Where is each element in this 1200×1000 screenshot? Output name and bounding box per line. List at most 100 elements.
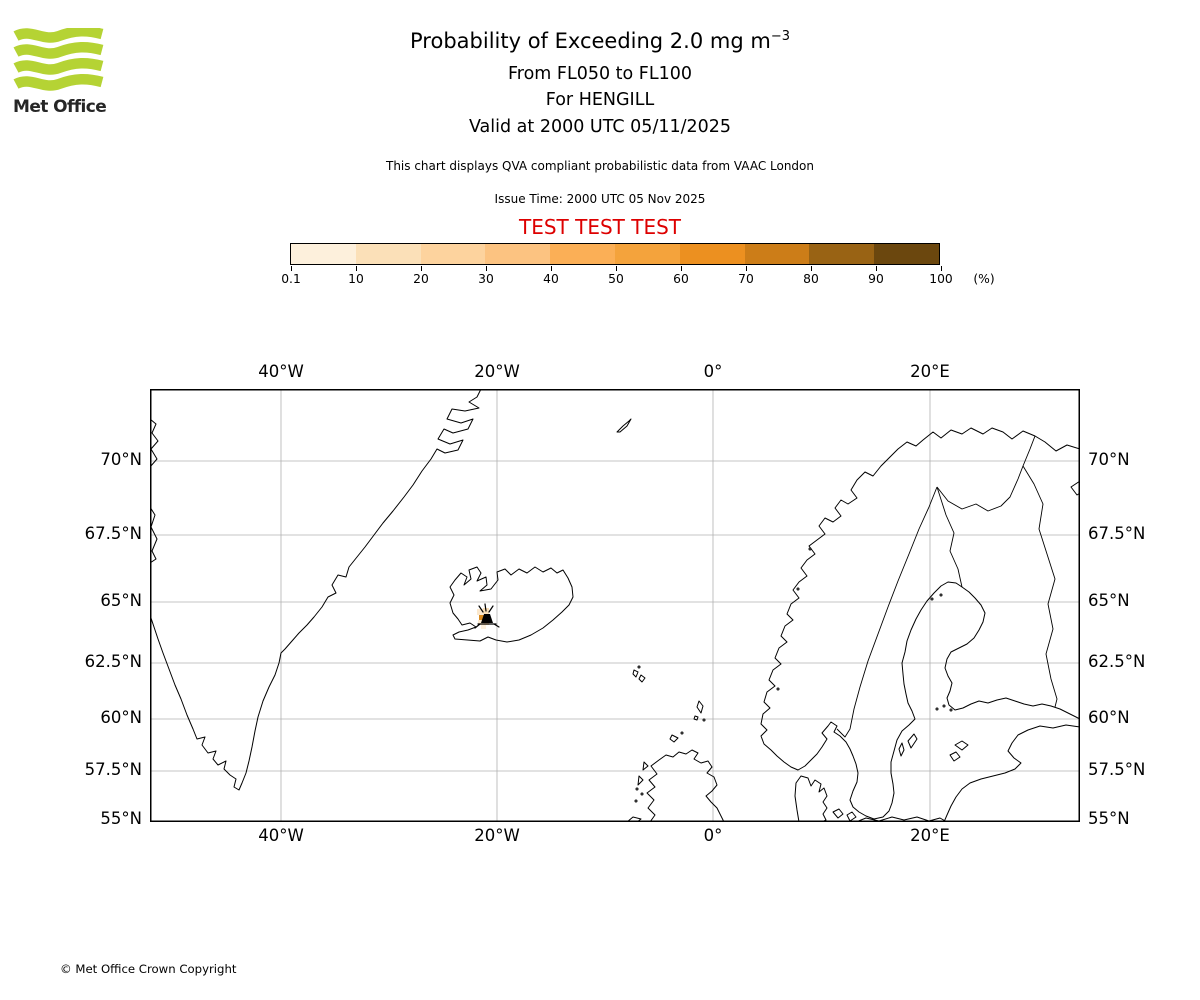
lon-label-bottom: 20°W bbox=[474, 826, 520, 845]
colorbar-tick-label: 40 bbox=[543, 272, 559, 286]
colorbar-tick-label: 10 bbox=[348, 272, 364, 286]
subtitle-volcano: For HENGILL bbox=[545, 90, 655, 110]
denmark-coastline bbox=[794, 775, 828, 822]
colorbar-tick-label: 60 bbox=[673, 272, 689, 286]
norway-islet bbox=[776, 687, 780, 691]
greenland-west-fragment bbox=[150, 418, 159, 468]
colorbar-tick bbox=[811, 266, 812, 271]
lat-label-right: 65°N bbox=[1088, 591, 1130, 610]
danish-islands bbox=[832, 808, 857, 822]
colorbar-tick-label: 90 bbox=[868, 272, 884, 286]
scandinavia-coastline bbox=[760, 427, 1080, 820]
shetland-islands bbox=[693, 700, 704, 721]
colorbar-segment bbox=[420, 244, 486, 264]
probability-cell bbox=[478, 620, 484, 625]
russia-border bbox=[1022, 435, 1058, 708]
lon-label-bottom: 40°W bbox=[258, 826, 304, 845]
colorbar-tick-label: 80 bbox=[803, 272, 819, 286]
baltic-south-coastline bbox=[855, 816, 948, 822]
colorbar-gradient bbox=[290, 243, 940, 265]
probability-colorbar: 0.1 10 20 30 40 50 60 70 80 90 100 (%) bbox=[281, 243, 1010, 288]
aland-islet bbox=[949, 708, 953, 712]
sweden-finland-border bbox=[936, 486, 963, 588]
faroe-islands bbox=[632, 669, 646, 683]
lon-label-top: 40°W bbox=[258, 362, 304, 381]
colorbar-tick bbox=[486, 266, 487, 271]
qva-compliance-note: This chart displays QVA compliant probab… bbox=[386, 159, 814, 173]
bothnia-islet bbox=[939, 593, 943, 597]
colorbar-tick bbox=[421, 266, 422, 271]
coastlines bbox=[150, 389, 1080, 822]
colorbar-tick-label: 30 bbox=[478, 272, 494, 286]
baltic-east-coastline bbox=[943, 724, 1080, 822]
estonian-islands bbox=[949, 740, 969, 762]
lat-label-right: 57.5°N bbox=[1088, 760, 1146, 779]
graticule-gridlines bbox=[150, 389, 1080, 822]
colorbar-segment bbox=[874, 244, 939, 264]
colorbar-segment bbox=[614, 244, 680, 264]
colorbar-tick-label: 100 bbox=[929, 272, 953, 286]
greenland-coastline bbox=[150, 389, 482, 791]
colorbar-unit-label: (%) bbox=[973, 272, 995, 286]
title-main: Probability of Exceeding 2.0 mg m bbox=[410, 29, 771, 53]
title-superscript: −3 bbox=[770, 29, 790, 44]
colorbar-segment bbox=[550, 244, 615, 264]
lat-label-left: 62.5°N bbox=[84, 652, 142, 671]
norway-islet bbox=[808, 547, 812, 551]
colorbar-tick-label: 20 bbox=[413, 272, 429, 286]
hebrides-islet bbox=[634, 799, 638, 803]
colorbar-segment bbox=[485, 244, 551, 264]
map-frame bbox=[150, 389, 1080, 822]
colorbar-segment bbox=[809, 244, 875, 264]
issue-time: Issue Time: 2000 UTC 05 Nov 2025 bbox=[494, 192, 706, 206]
lat-label-right: 62.5°N bbox=[1088, 652, 1146, 671]
volcano-eruption-marker bbox=[474, 603, 500, 629]
north-atlantic-map bbox=[150, 389, 1080, 822]
colorbar-tick-label: 50 bbox=[608, 272, 624, 286]
lat-label-left: 57.5°N bbox=[84, 760, 142, 779]
lat-label-right: 55°N bbox=[1088, 809, 1130, 828]
colorbar-segment bbox=[291, 244, 356, 264]
met-office-logo: Met Office bbox=[13, 26, 107, 117]
jan-mayen-island bbox=[616, 418, 632, 433]
colorbar-tick bbox=[291, 266, 292, 271]
greenland-west-fragment bbox=[150, 506, 158, 564]
met-office-waves-icon bbox=[13, 26, 104, 91]
subtitle-valid-time: Valid at 2000 UTC 05/11/2025 bbox=[468, 117, 732, 137]
lon-label-top: 0° bbox=[703, 362, 723, 381]
colorbar-segment bbox=[744, 244, 810, 264]
probability-cell bbox=[479, 615, 484, 620]
faroe-islet bbox=[637, 665, 641, 669]
gotland-island bbox=[907, 733, 918, 749]
colorbar-tick bbox=[551, 266, 552, 271]
hebrides-islet bbox=[640, 792, 644, 796]
colorbar-tick bbox=[616, 266, 617, 271]
probability-cell bbox=[481, 625, 486, 629]
colorbar-tick bbox=[941, 266, 942, 271]
lat-label-left: 55°N bbox=[100, 809, 142, 828]
ireland-north-tip bbox=[626, 816, 642, 822]
lat-label-right: 67.5°N bbox=[1088, 524, 1146, 543]
orkney-islands bbox=[669, 734, 679, 743]
colorbar-tick-label: 0.1 bbox=[281, 272, 301, 286]
colorbar-tick bbox=[876, 266, 877, 271]
colorbar-tick bbox=[681, 266, 682, 271]
norway-finland-border bbox=[936, 465, 1024, 512]
test-banner: TEST TEST TEST bbox=[518, 215, 681, 239]
lon-label-top: 20°W bbox=[474, 362, 520, 381]
lat-label-left: 60°N bbox=[100, 708, 142, 727]
hebrides-islands bbox=[637, 761, 649, 786]
lat-label-left: 65°N bbox=[100, 591, 142, 610]
subtitle-flight-levels: From FL050 to FL100 bbox=[507, 64, 693, 84]
hebrides-islet bbox=[635, 787, 639, 791]
lon-label-top: 20°E bbox=[910, 362, 950, 381]
aland-islet bbox=[935, 707, 939, 711]
lon-label-bottom: 0° bbox=[703, 826, 723, 845]
orkney-islet bbox=[680, 731, 684, 735]
aland-islet bbox=[942, 704, 946, 708]
oland-island bbox=[898, 742, 905, 757]
shetland-islet bbox=[702, 718, 706, 722]
norway-sweden-border bbox=[836, 486, 938, 738]
colorbar-segment bbox=[679, 244, 745, 264]
